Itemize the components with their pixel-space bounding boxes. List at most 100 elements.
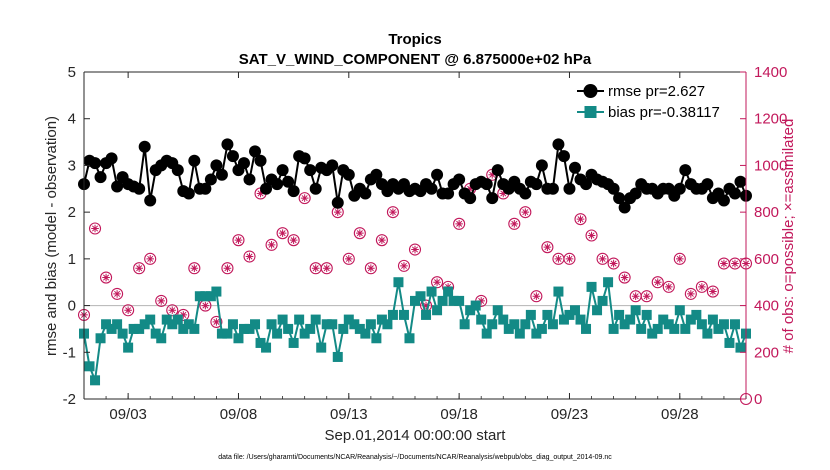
bias-marker [625,314,636,325]
rmse-marker [133,182,146,195]
rmse-marker [453,173,466,186]
bias-marker [558,314,569,325]
obs-possible-marker [210,315,223,328]
bias-marker [498,314,509,325]
obs-assimilated-marker [356,229,364,237]
bias-marker [470,300,481,311]
rmse-marker [359,187,372,200]
bias-marker [421,309,432,320]
y2-tick-label: 0 [754,391,762,408]
rmse-marker [199,182,212,195]
bias-marker [724,337,735,348]
obs-assimilated-marker [664,283,673,291]
obs-possible-marker [111,287,124,300]
bias-marker [536,323,547,334]
y-tick-label: 4 [68,111,76,128]
bias-marker [310,314,321,325]
bias-marker [669,323,680,334]
bias-marker [641,309,652,320]
bias-marker [476,314,487,325]
rmse-marker [717,194,730,207]
bias-marker [343,314,354,325]
rmse-marker [342,168,355,181]
obs-assimilated-marker [598,255,607,263]
rmse-marker [530,178,543,191]
bias-marker [167,319,178,330]
bias-marker [696,319,707,330]
y-tick-label: -1 [63,344,76,361]
bias-marker [233,333,244,344]
obs-possible-marker [408,243,422,256]
bias-marker [172,314,183,325]
bias-marker [713,323,724,334]
rmse-marker [673,182,686,195]
rmse-marker [557,150,570,163]
rmse-marker [370,168,383,181]
rmse-marker [326,159,339,172]
obs-assimilated-marker [653,278,662,287]
bias-marker [112,319,123,330]
obs-possible-marker [298,192,311,205]
rmse-marker [519,187,532,200]
obs-possible-marker [353,227,366,240]
bias-marker [454,295,465,306]
obs-possible-marker [188,262,201,275]
obs-possible-marker [243,250,256,263]
bias-marker [636,323,647,334]
obs-possible-marker [375,234,388,247]
obs-possible-marker [530,290,543,303]
obs-assimilated-marker [124,306,132,315]
obs-possible-marker [695,280,708,293]
bias-marker [255,337,266,348]
bias-marker [183,319,194,330]
x-tick-label: 09/03 [109,406,147,423]
bias-marker [592,305,603,316]
bias-marker [674,305,685,316]
bias-marker [211,286,222,297]
bias-marker [448,295,459,306]
obs-assimilated-marker [256,189,265,198]
obs-possible-marker [431,276,444,289]
obs-assimilated-marker [411,245,419,254]
obs-possible-marker [342,252,355,265]
rmse-marker [728,187,741,200]
obs-possible-marker [541,241,554,254]
bias-marker [553,286,564,297]
plot-area [84,72,746,399]
obs-assimilated-marker [510,220,519,228]
bias-marker [305,323,316,334]
rmse-marker [480,178,493,191]
bias-marker [481,328,492,339]
bias-marker [128,323,139,334]
y2-tick-label: 400 [754,298,779,315]
obs-possible-marker [232,234,245,247]
obs-assimilated-marker [135,264,143,272]
bias-marker [647,328,658,339]
bias-marker [685,314,696,325]
bias-marker [630,305,641,316]
obs-assimilated-marker [91,224,99,233]
rmse-marker [580,178,593,191]
rmse-marker [260,182,273,195]
obs-possible-marker [364,262,377,275]
obs-possible-marker [673,252,686,265]
bias-marker [586,281,597,292]
y-tick-label: 3 [68,157,76,174]
y-axis-label: rmse and bias (model - observation) [43,116,60,356]
rmse-marker [486,192,499,205]
obs-possible-marker [585,229,598,242]
bias-marker [327,319,338,330]
rmse-marker [171,164,184,177]
obs-possible-marker [133,262,146,275]
bias-marker [735,342,746,353]
bias-marker [266,319,277,330]
x-tick-label: 09/08 [220,406,258,423]
bias-marker [283,323,294,334]
bias-marker [360,328,371,339]
bias-marker [415,291,426,302]
obs-possible-marker [100,271,113,284]
bias-marker [376,314,387,325]
obs-assimilated-marker [455,220,463,228]
rmse-marker [249,145,262,158]
bias-marker [145,314,156,325]
